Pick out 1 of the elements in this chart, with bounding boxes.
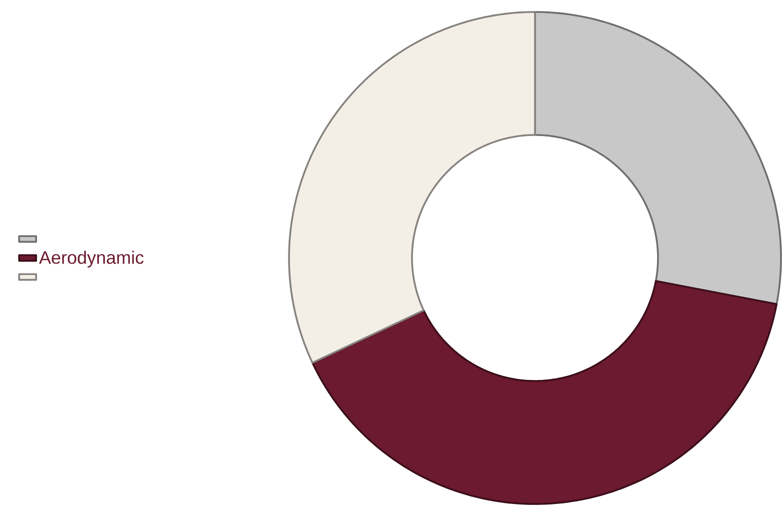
legend-label: Aerodynamic [39, 250, 144, 268]
